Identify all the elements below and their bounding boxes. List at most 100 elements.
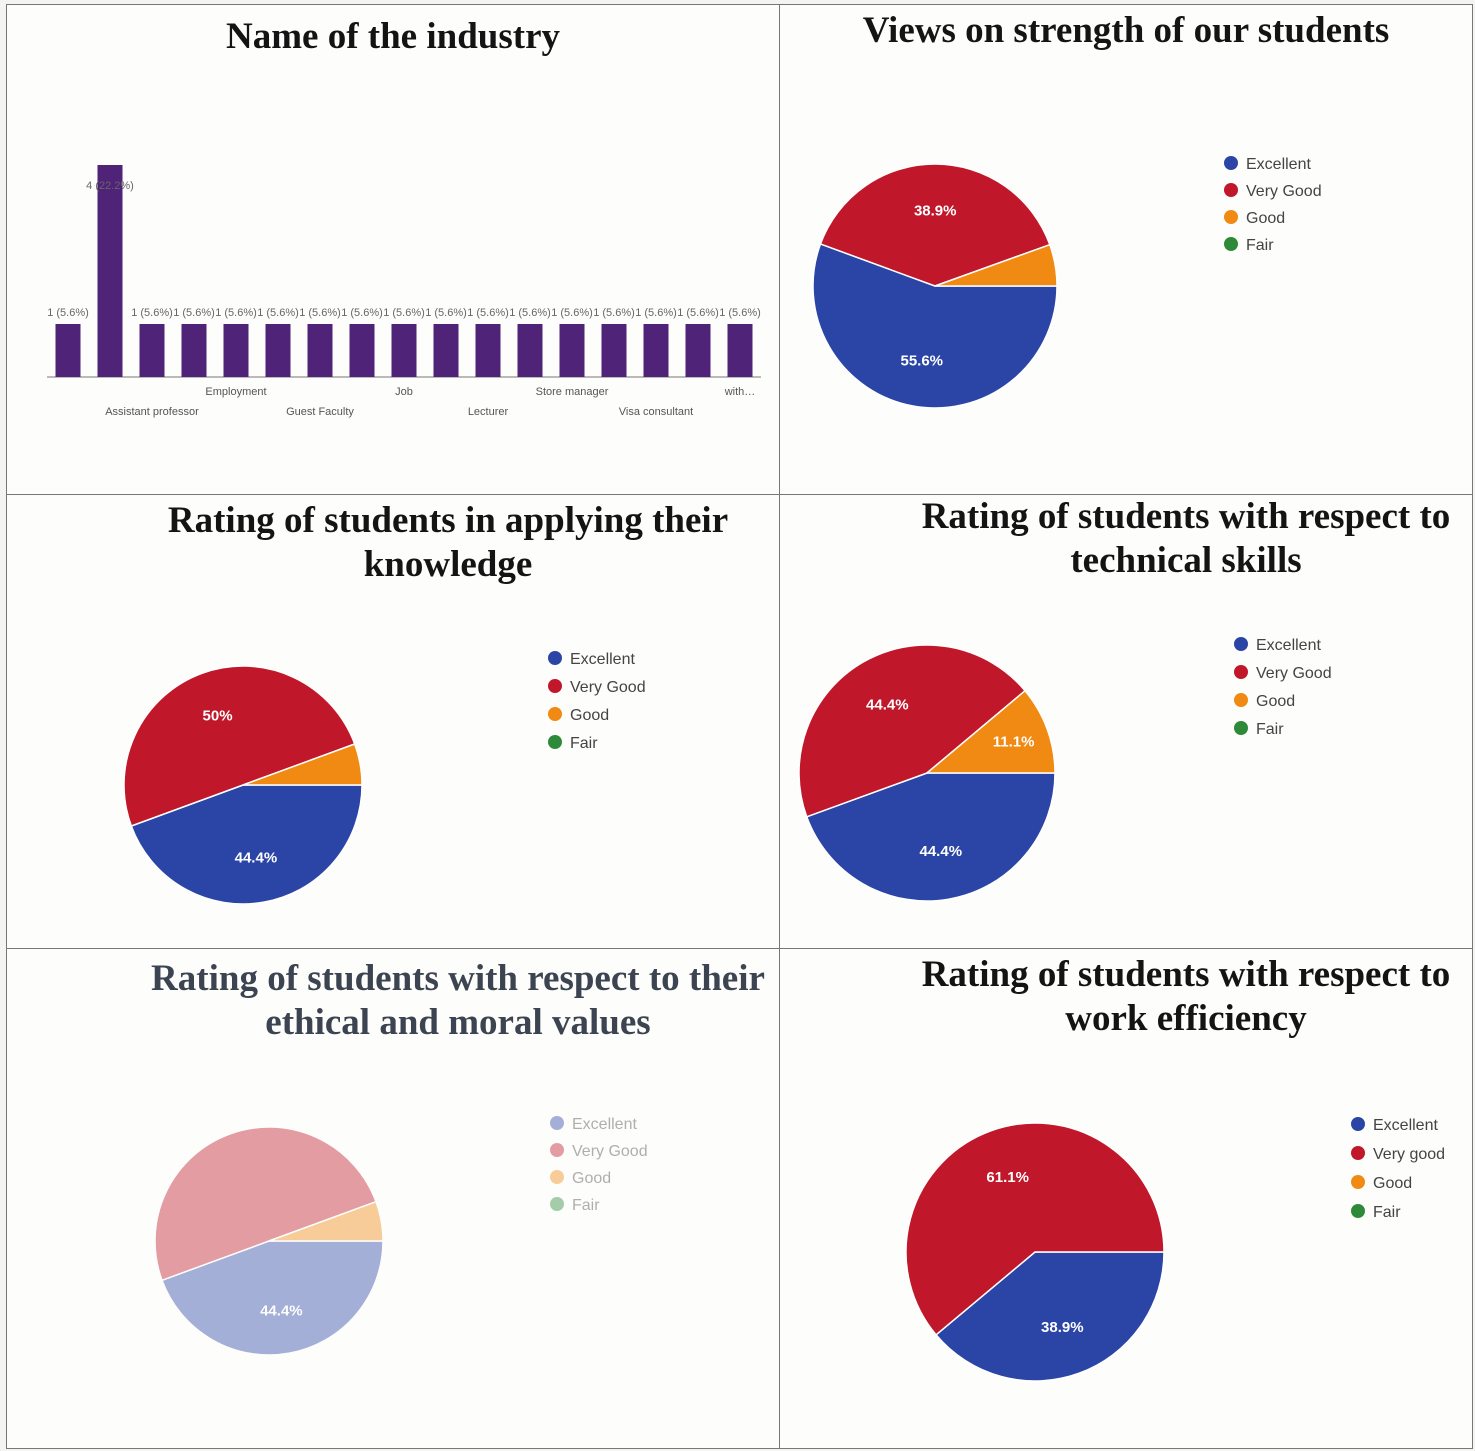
pie-slice-very-good [798,644,1027,818]
chart-title: Views on strength of our students [862,10,1390,51]
pie-slice-excellent [935,1251,1165,1382]
legend-marker [1234,721,1248,735]
ethical-pie-chart: 44.4% Excellent Very Good Good Fair [154,1116,648,1356]
industry-bar-chart: 1 (5.6%)4 (22.2%)1 (5.6%) 1 (5.6%) 1 (5.6%… [47,165,761,418]
x-tick-label: Assistant professor [105,406,199,418]
bar-data-label: 1 (5.6%) [299,307,341,319]
pie: 44.4% 50% [123,665,363,905]
bar-data-label: 1 (5.6%) [467,307,509,319]
pie-slice-excellent [812,242,1058,409]
bar-data-label: 1 (5.6%) [719,307,761,319]
pie-slice-good [924,689,1056,774]
bar-data-label: 1 (5.6%) [215,307,257,319]
pie-slice-very-good [154,1126,377,1282]
bar-data-label: 1 (5.6%) [341,307,383,319]
legend-marker [550,1197,564,1211]
bar [601,324,627,377]
bar-data-label: 1 (5.6%) [47,307,89,319]
x-tick-label: Job [395,386,413,398]
bar-data-label: 1 (5.6%) [425,307,467,319]
legend-entry: Excellent [570,651,635,668]
legend-entry: Good [1246,210,1285,227]
pie-slice-very-good [905,1122,1165,1336]
legend: Excellent Very Good Good Fair [550,1116,648,1214]
slice-label: 38.9% [914,202,957,219]
bar [349,324,375,377]
x-tick-label: Lecturer [468,406,509,418]
pie-slice-excellent [805,772,1056,902]
chart-title: Rating of students with respect to their… [151,958,765,1043]
legend-entry: Fair [1256,721,1284,738]
legend-marker [1234,637,1248,651]
bar [265,324,291,377]
legend-entry: Very Good [1256,665,1332,682]
x-tick-label: with… [724,386,756,398]
chart-title: Name of the industry [225,16,560,57]
legend-marker [1351,1175,1365,1189]
technical-pie-panel: Rating of students with respect to techn… [780,495,1473,949]
legend-marker [1234,693,1248,707]
pie: 38.9% 61.1% [905,1122,1165,1382]
pie-slice-good [242,743,363,786]
pie: 55.6% 38.9% [812,163,1058,409]
bar-data-label: 1 (5.6%) [383,307,425,319]
legend: Excellent Very Good Good Fair [548,651,646,752]
legend: Excellent Very good Good Fair [1351,1117,1445,1221]
pie: 44.4% 44.4% 11.1% [798,644,1056,902]
bar-data-label: 1 (5.6%) [257,307,299,319]
technical-pie-chart: 44.4% 44.4% 11.1% Excellent Very Good Good Fai… [798,637,1332,902]
legend-entry: Good [572,1170,611,1187]
slice-label: 55.6% [900,352,943,369]
legend-marker [1234,665,1248,679]
chart-title: Rating of students in applying their kno… [167,500,729,585]
efficiency-pie-panel: Rating of students with respect to work … [780,949,1473,1449]
chart-grid: Name of the industry 1 (5.6%) 4 (22.2%) 1 … [6,4,1473,1449]
bar [685,324,711,377]
strength-pie-panel: Views on strength of our students 55.6% 3… [780,5,1473,495]
bar-data-label: 1 (5.6%) [635,307,677,319]
legend-entry: Fair [572,1197,600,1214]
legend-entry: Very good [1373,1146,1445,1163]
slice-label: 11.1% [993,733,1035,750]
pie-slice-excellent [161,1240,384,1356]
bar-data-label: 1 (5.6%) [173,307,215,319]
legend-entry: Very Good [572,1143,648,1160]
efficiency-pie-chart: 38.9% 61.1% Excellent Very good Good Fair [905,1117,1445,1382]
legend-marker [1224,210,1238,224]
legend: Excellent Very Good Good Fair [1224,156,1322,254]
pie-slice-good [268,1200,384,1242]
x-tick-label: Store manager [536,386,609,398]
bar [307,324,333,377]
knowledge-pie-chart: 44.4% 50% Excellent Very Good Good Fair [123,651,646,905]
legend-entry: Fair [1246,237,1274,254]
bar [181,324,207,377]
legend-marker [1224,237,1238,251]
legend-entry: Good [570,707,609,724]
legend-entry: Fair [1373,1204,1401,1221]
legend-entry: Very Good [570,679,646,696]
bar [223,324,249,377]
legend-marker [550,1116,564,1130]
bar-data-label: 1 (5.6%) [551,307,593,319]
legend-marker [1224,183,1238,197]
pie-slice-good [934,243,1058,287]
legend: Excellent Very Good Good Fair [1234,637,1332,738]
bar-data-label: 1 (5.6%) [131,307,173,319]
bar [391,324,417,377]
industry-bar-panel: Name of the industry 1 (5.6%) 4 (22.2%) 1 … [7,5,780,495]
legend-marker [1224,156,1238,170]
legend-entry: Excellent [1373,1117,1438,1134]
bar [433,324,459,377]
strength-pie-chart: 55.6% 38.9% Excellent Very Good Good Fair [812,156,1322,409]
legend-entry: Good [1373,1175,1412,1192]
legend-marker [1351,1146,1365,1160]
slice-label: 38.9% [1041,1319,1084,1336]
bar [139,324,165,377]
pie: 44.4% [154,1126,384,1356]
legend-marker [550,1143,564,1157]
slice-label: 44.4% [235,850,278,867]
legend-entry: Very Good [1246,183,1322,200]
slice-label: 44.4% [260,1303,303,1320]
bar [727,324,753,377]
legend-entry: Excellent [1256,637,1321,654]
